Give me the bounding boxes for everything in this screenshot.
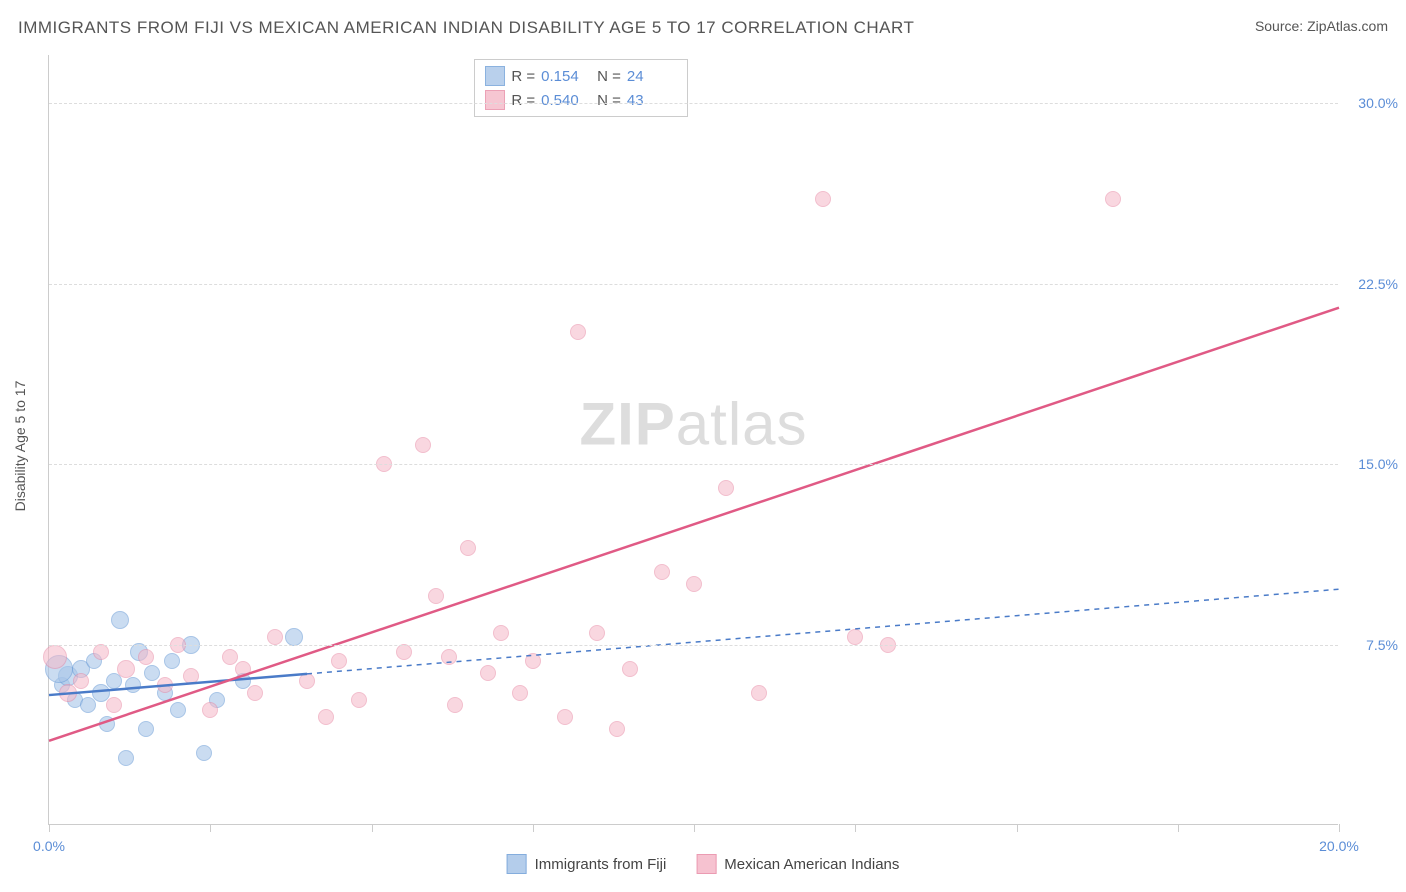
source-attribution: Source: ZipAtlas.com xyxy=(1255,18,1388,34)
x-tick xyxy=(49,824,50,832)
trend-line xyxy=(49,308,1339,741)
x-tick xyxy=(1339,824,1340,832)
r-label: R = xyxy=(511,92,535,109)
trend-lines-layer xyxy=(49,55,1338,824)
legend-label: Mexican American Indians xyxy=(724,856,899,873)
x-tick xyxy=(372,824,373,832)
legend-item: Mexican American Indians xyxy=(696,854,899,874)
stats-legend-row: R = 0.540 N = 43 xyxy=(485,88,677,112)
y-tick-label: 30.0% xyxy=(1358,95,1398,111)
legend-swatch xyxy=(485,90,505,110)
source-label: Source: xyxy=(1255,18,1303,34)
n-label: N = xyxy=(597,92,621,109)
y-tick-label: 15.0% xyxy=(1358,456,1398,472)
stats-legend-row: R = 0.154 N = 24 xyxy=(485,64,677,88)
grid-line xyxy=(49,284,1338,285)
grid-line xyxy=(49,464,1338,465)
x-tick-label: 20.0% xyxy=(1319,838,1359,854)
grid-line xyxy=(49,103,1338,104)
n-label: N = xyxy=(597,68,621,85)
r-value: 0.154 xyxy=(541,68,591,85)
y-axis-label: Disability Age 5 to 17 xyxy=(12,381,28,512)
x-tick xyxy=(855,824,856,832)
y-tick-label: 7.5% xyxy=(1366,637,1398,653)
x-tick xyxy=(533,824,534,832)
chart-container: IMMIGRANTS FROM FIJI VS MEXICAN AMERICAN… xyxy=(0,0,1406,892)
x-tick xyxy=(1017,824,1018,832)
source-name: ZipAtlas.com xyxy=(1307,18,1388,34)
legend-swatch xyxy=(507,854,527,874)
series-legend: Immigrants from Fiji Mexican American Ind… xyxy=(507,854,900,874)
plot-area: ZIPatlas R =0.154N =24R =0.540N =43 7.5%… xyxy=(48,55,1338,825)
y-tick-label: 22.5% xyxy=(1358,276,1398,292)
legend-label: Immigrants from Fiji xyxy=(535,856,667,873)
stats-legend-box: R = 0.154 N = 24 R = 0.540 N = 43 xyxy=(474,59,688,117)
x-tick-label: 0.0% xyxy=(33,838,65,854)
grid-line xyxy=(49,645,1338,646)
n-value: 43 xyxy=(627,92,677,109)
trend-line-solid xyxy=(49,674,307,695)
x-tick xyxy=(1178,824,1179,832)
legend-swatch xyxy=(696,854,716,874)
legend-swatch xyxy=(485,66,505,86)
r-label: R = xyxy=(511,68,535,85)
r-value: 0.540 xyxy=(541,92,591,109)
legend-item: Immigrants from Fiji xyxy=(507,854,667,874)
x-tick xyxy=(694,824,695,832)
chart-title: IMMIGRANTS FROM FIJI VS MEXICAN AMERICAN… xyxy=(18,18,914,38)
n-value: 24 xyxy=(627,68,677,85)
x-tick xyxy=(210,824,211,832)
